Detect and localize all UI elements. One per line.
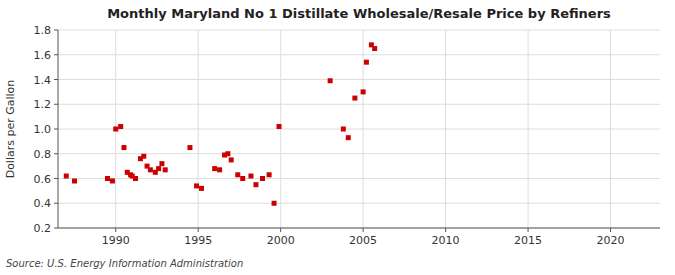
point bbox=[159, 161, 164, 166]
y-tick bbox=[54, 30, 58, 31]
point bbox=[372, 46, 377, 51]
point bbox=[72, 178, 77, 183]
y-grid-line bbox=[58, 79, 660, 80]
y-tick bbox=[54, 54, 58, 55]
point bbox=[133, 176, 138, 181]
y-tick-label: 0.2 bbox=[34, 222, 52, 235]
y-grid-line bbox=[58, 228, 660, 229]
y-grid-line bbox=[58, 129, 660, 130]
y-tick-label: 1.2 bbox=[34, 98, 52, 111]
x-tick bbox=[528, 228, 529, 232]
x-tick bbox=[610, 228, 611, 232]
y-grid-line bbox=[58, 30, 660, 31]
point bbox=[225, 151, 230, 156]
title: Monthly Maryland No 1 Distillate Wholesa… bbox=[107, 6, 611, 21]
grid bbox=[58, 30, 660, 228]
point bbox=[364, 60, 369, 65]
y-tick bbox=[54, 129, 58, 130]
point bbox=[328, 78, 333, 83]
x-axis-line bbox=[58, 228, 660, 229]
y-tick-label: 0.8 bbox=[34, 148, 52, 161]
point bbox=[217, 167, 222, 172]
point bbox=[187, 145, 192, 150]
point bbox=[199, 186, 204, 191]
y-tick-label: 1.6 bbox=[34, 49, 52, 62]
point bbox=[341, 127, 346, 132]
y-grid-line bbox=[58, 54, 660, 55]
point bbox=[105, 176, 110, 181]
y-grid-line bbox=[58, 178, 660, 179]
chart: 1990 1995 2000 2005 2010 2015 2020 0.2 0.4 0.6 0.8… bbox=[0, 0, 675, 275]
point bbox=[64, 174, 69, 179]
y-tick-label: 0.4 bbox=[34, 197, 52, 210]
x-tick-label: 1995 bbox=[184, 234, 212, 247]
y-grid-line bbox=[58, 153, 660, 154]
axes: 1990 1995 2000 2005 2010 2015 2020 0.2 0.4 0.6 0.8… bbox=[34, 24, 661, 247]
point bbox=[113, 127, 118, 132]
y-axis-label: Dollars per Gallon bbox=[4, 80, 17, 179]
point bbox=[272, 201, 277, 206]
point bbox=[118, 124, 123, 129]
y-tick-label: 0.6 bbox=[34, 173, 52, 186]
point bbox=[163, 167, 168, 172]
point bbox=[148, 167, 153, 172]
point bbox=[156, 166, 161, 171]
point bbox=[194, 183, 199, 188]
point bbox=[110, 178, 115, 183]
y-tick-label: 1.0 bbox=[34, 123, 52, 136]
y-tick bbox=[54, 79, 58, 80]
y-tick bbox=[54, 228, 58, 229]
y-grid-line bbox=[58, 203, 660, 204]
x-tick-label: 2015 bbox=[514, 234, 542, 247]
points bbox=[64, 42, 377, 205]
point bbox=[267, 172, 272, 177]
point bbox=[277, 124, 282, 129]
x-tick bbox=[198, 228, 199, 232]
point bbox=[248, 174, 253, 179]
x-tick-label: 2005 bbox=[349, 234, 377, 247]
point bbox=[235, 172, 240, 177]
y-grid-line bbox=[58, 104, 660, 105]
point bbox=[352, 96, 357, 101]
point bbox=[229, 157, 234, 162]
point bbox=[361, 89, 366, 94]
x-tick-label: 1990 bbox=[102, 234, 130, 247]
point bbox=[212, 166, 217, 171]
x-tick bbox=[445, 228, 446, 232]
point bbox=[141, 154, 146, 159]
point bbox=[346, 135, 351, 140]
y-tick bbox=[54, 203, 58, 204]
point bbox=[240, 176, 245, 181]
x-tick-label: 2010 bbox=[432, 234, 460, 247]
x-tick bbox=[280, 228, 281, 232]
x-tick bbox=[115, 228, 116, 232]
x-tick bbox=[363, 228, 364, 232]
point bbox=[260, 176, 265, 181]
y-tick-label: 1.4 bbox=[34, 74, 52, 87]
x-tick-label: 2020 bbox=[597, 234, 625, 247]
y-tick-label: 1.8 bbox=[34, 24, 52, 37]
y-tick bbox=[54, 104, 58, 105]
y-tick bbox=[54, 153, 58, 154]
point bbox=[253, 182, 258, 187]
y-tick bbox=[54, 178, 58, 179]
point bbox=[121, 145, 126, 150]
source-note: Source: U.S. Energy Information Administ… bbox=[6, 258, 243, 269]
x-tick-label: 2000 bbox=[267, 234, 295, 247]
